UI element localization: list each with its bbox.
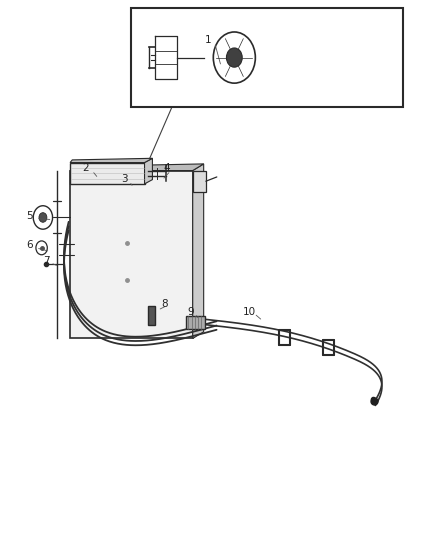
Polygon shape bbox=[70, 164, 204, 171]
Bar bbox=[148, 306, 155, 325]
Polygon shape bbox=[70, 171, 193, 338]
Circle shape bbox=[39, 213, 47, 222]
Polygon shape bbox=[145, 158, 152, 184]
Polygon shape bbox=[70, 163, 145, 184]
Text: 6: 6 bbox=[26, 240, 33, 250]
Bar bbox=[193, 171, 206, 192]
Text: 4: 4 bbox=[163, 163, 170, 173]
Text: 2: 2 bbox=[82, 163, 89, 173]
Text: 1: 1 bbox=[205, 35, 212, 45]
Text: 7: 7 bbox=[42, 256, 49, 266]
Circle shape bbox=[213, 32, 255, 83]
Bar bbox=[186, 316, 205, 329]
Text: 8: 8 bbox=[161, 299, 168, 309]
Circle shape bbox=[33, 206, 53, 229]
Polygon shape bbox=[70, 158, 152, 163]
Circle shape bbox=[226, 48, 242, 67]
Circle shape bbox=[36, 241, 47, 255]
Text: 9: 9 bbox=[187, 307, 194, 317]
Text: 5: 5 bbox=[26, 211, 33, 221]
Bar bbox=[131, 8, 403, 107]
Text: 3: 3 bbox=[121, 174, 128, 183]
Polygon shape bbox=[193, 164, 204, 338]
Text: 10: 10 bbox=[243, 307, 256, 317]
